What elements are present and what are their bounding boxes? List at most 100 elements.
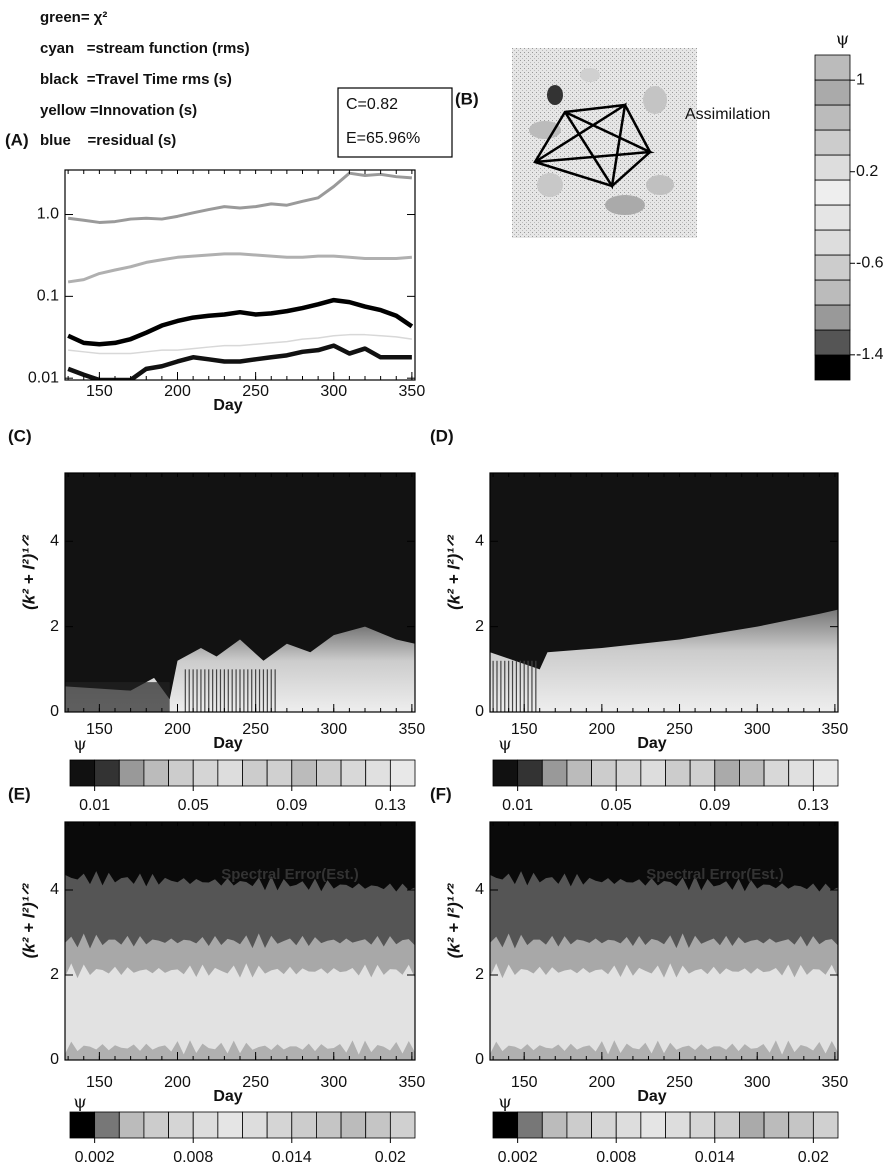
colorbar-box: [365, 1111, 391, 1139]
x-axis-label: Day: [637, 1088, 666, 1105]
colorbar-box: [566, 1111, 592, 1139]
colorbar-box: [242, 1111, 268, 1139]
map: [512, 48, 697, 238]
colorbar-box: [69, 759, 96, 787]
panel: (F) Spectral Error(Est.) 150 200 250 300 350 0 2…: [430, 784, 848, 1166]
colorbar-box: [517, 759, 543, 787]
colorbar-tick-label: 0.2: [856, 163, 878, 180]
series-line: [67, 171, 412, 224]
colorbar-label: ψ: [73, 1093, 86, 1113]
field-region: [65, 682, 170, 712]
x-tick-label: 150: [86, 721, 113, 738]
y-axis-label: (k² + l²)¹ᐟ²: [19, 882, 38, 958]
colorbar-box: [143, 759, 169, 787]
x-tick-label: 250: [242, 721, 269, 738]
y-tick-label: 0: [475, 703, 484, 720]
plot-area: [67, 171, 414, 380]
colorbar-box: [492, 759, 519, 787]
field-band: [490, 963, 838, 1060]
x-tick-label: 250: [666, 1074, 693, 1091]
colorbar-box: [143, 1111, 169, 1139]
colorbar-tick-label: 0.014: [272, 1149, 312, 1166]
y-tick-label: 0.01: [28, 369, 59, 386]
x-axis-label: Day: [213, 1088, 242, 1105]
colorbar-box: [665, 759, 691, 787]
colorbar-box: [242, 759, 268, 787]
colorbar-box: [689, 759, 716, 787]
panel: (B) Assimilation 1 0.2 -0.6 -1.4 ψ: [455, 30, 883, 381]
colorbar-box: [739, 759, 765, 787]
colorbar-box: [689, 1111, 716, 1139]
colorbar-box: [814, 354, 851, 381]
legend-entry: cyan =stream function (rms): [40, 40, 250, 57]
y-axis-label: (k² + l²)¹ᐟ²: [444, 882, 463, 958]
colorbar-box: [316, 1111, 342, 1139]
colorbar-box: [739, 1111, 765, 1139]
colorbar-box: [266, 1111, 293, 1139]
colorbar-tick-label: 0.02: [798, 1149, 829, 1166]
colorbar-box: [763, 1111, 790, 1139]
x-tick-label: 300: [320, 383, 347, 400]
colorbar-box: [814, 279, 851, 306]
plot-area: [65, 473, 415, 712]
colorbar-box: [814, 54, 851, 81]
colorbar-box: [640, 759, 666, 787]
x-tick-label: 350: [822, 1074, 849, 1091]
series-line: [67, 252, 412, 284]
colorbar-box: [118, 759, 145, 787]
series-line: [68, 333, 412, 355]
annotation-box: [337, 87, 453, 158]
colorbar-tick-label: 0.05: [178, 797, 209, 814]
colorbar-tick-label: 1: [856, 71, 865, 88]
panel-label: (B): [455, 89, 479, 108]
annotation: C=0.82: [346, 96, 398, 113]
panel: (D) 150 200 250 300 350 0 2 4 Day (k² + l²)¹ᐟ² 0.01…: [430, 426, 848, 814]
annotation: Spectral Error(Est.): [646, 866, 784, 883]
colorbar-box: [814, 79, 851, 106]
colorbar-tick-label: 0.008: [596, 1149, 636, 1166]
y-tick-label: 4: [475, 533, 484, 550]
colorbar-box: [814, 304, 851, 331]
annotation: E=65.96%: [346, 130, 420, 147]
x-tick-label: 250: [666, 721, 693, 738]
colorbar-box: [291, 759, 317, 787]
colorbar-box: [812, 1111, 839, 1139]
y-axis-label: (k² + l²)¹ᐟ²: [444, 534, 463, 610]
colorbar-box: [69, 1111, 96, 1139]
plot-area: [65, 822, 415, 1060]
y-tick-label: 0: [50, 703, 59, 720]
colorbar-box: [814, 104, 851, 131]
colorbar-box: [192, 1111, 219, 1139]
colorbar-label: ψ: [498, 735, 511, 755]
colorbar-tick-label: 0.002: [75, 1149, 115, 1166]
colorbar-box: [94, 1111, 120, 1139]
x-tick-label: 300: [744, 721, 771, 738]
y-tick-label: 4: [50, 881, 59, 898]
x-tick-label: 250: [242, 383, 269, 400]
panel: (A) green= χ² cyan =stream function (rms) b…: [5, 9, 453, 414]
x-axis-label: Day: [637, 735, 666, 752]
panel-label: (A): [5, 130, 29, 149]
colorbar-box: [814, 204, 851, 231]
colorbar-box: [814, 254, 851, 281]
x-tick-label: 200: [164, 1074, 191, 1091]
colorbar-box: [665, 1111, 691, 1139]
colorbar-box: [591, 759, 617, 787]
colorbar-tick-label: 0.13: [375, 797, 406, 814]
colorbar-box: [389, 759, 416, 787]
colorbar-box: [492, 1111, 519, 1139]
x-tick-label: 300: [744, 1074, 771, 1091]
panel-label: (D): [430, 426, 454, 445]
colorbar-label: ψ: [73, 735, 86, 755]
colorbar-box: [541, 1111, 568, 1139]
colorbar-tick-label: 0.002: [498, 1149, 538, 1166]
y-tick-label: 0: [475, 1051, 484, 1068]
colorbar-box: [812, 759, 839, 787]
x-tick-label: 150: [511, 1074, 538, 1091]
x-tick-label: 350: [399, 383, 426, 400]
colorbar-box: [389, 1111, 416, 1139]
colorbar-box: [94, 759, 120, 787]
colorbar-box: [291, 1111, 317, 1139]
y-tick-label: 2: [475, 618, 484, 635]
y-tick-label: 4: [475, 881, 484, 898]
